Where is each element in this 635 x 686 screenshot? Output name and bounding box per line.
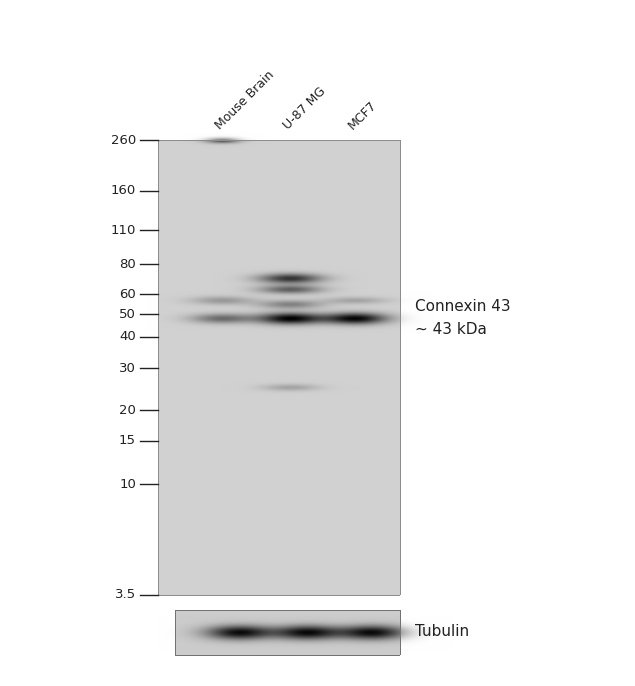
Text: 20: 20 [119, 403, 136, 416]
Text: 3.5: 3.5 [115, 589, 136, 602]
Text: 30: 30 [119, 362, 136, 375]
Text: 15: 15 [119, 434, 136, 447]
Text: 80: 80 [119, 257, 136, 270]
Text: MCF7: MCF7 [346, 98, 380, 132]
Text: Mouse Brain: Mouse Brain [213, 68, 277, 132]
Text: 260: 260 [110, 134, 136, 147]
Text: 160: 160 [110, 185, 136, 198]
Text: Tubulin: Tubulin [415, 624, 469, 639]
Text: 110: 110 [110, 224, 136, 237]
Text: 50: 50 [119, 307, 136, 320]
Text: Connexin 43
~ 43 kDa: Connexin 43 ~ 43 kDa [415, 299, 511, 337]
Text: 10: 10 [119, 477, 136, 490]
Text: U-87 MG: U-87 MG [281, 84, 328, 132]
Text: 60: 60 [119, 287, 136, 300]
Text: 40: 40 [119, 331, 136, 344]
